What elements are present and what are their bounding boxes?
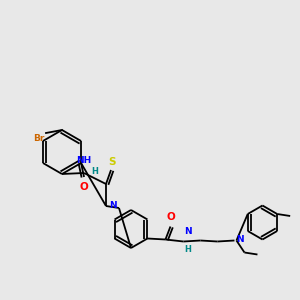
- Text: O: O: [80, 182, 88, 192]
- Text: N: N: [109, 202, 117, 211]
- Text: H: H: [184, 245, 191, 254]
- Text: N: N: [184, 227, 192, 236]
- Text: O: O: [166, 212, 175, 223]
- Text: S: S: [108, 157, 116, 167]
- Text: NH: NH: [76, 156, 92, 165]
- Text: H: H: [91, 167, 98, 176]
- Text: Br: Br: [34, 134, 45, 143]
- Text: N: N: [236, 235, 244, 244]
